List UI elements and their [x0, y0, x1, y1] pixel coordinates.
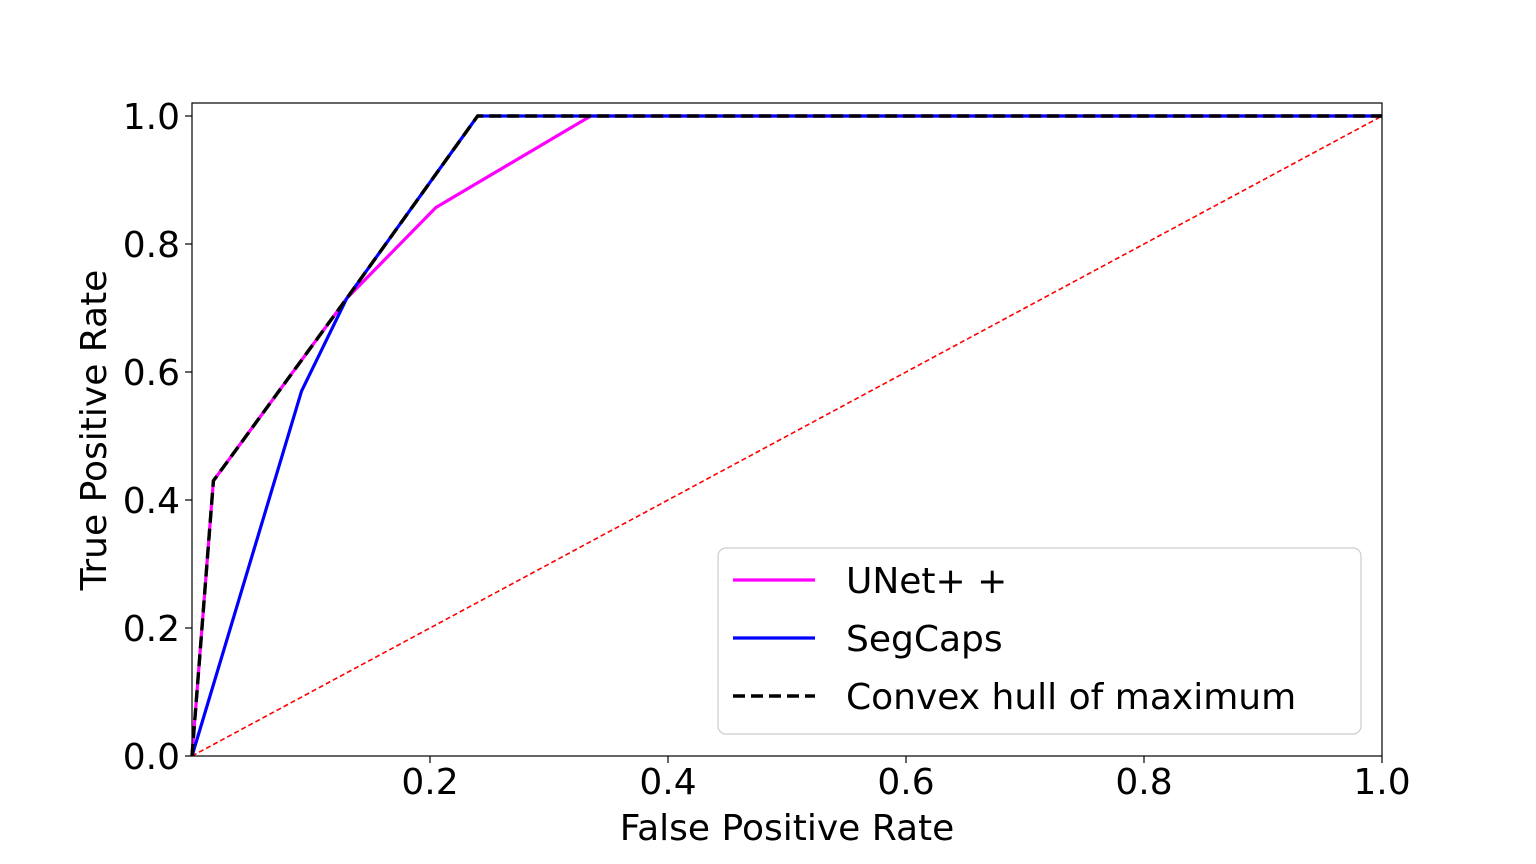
x-tick-label: 0.6 — [877, 762, 934, 803]
reference-diagonal-line — [191, 115, 1383, 757]
x-tick-label: 1.0 — [1353, 762, 1410, 803]
y-tick-label: 0.0 — [123, 737, 180, 778]
x-axis-label: False Positive Rate — [620, 808, 955, 849]
y-tick-label: 0.6 — [123, 353, 180, 394]
y-tick-label: 0.4 — [123, 481, 180, 522]
y-tick-label: 0.8 — [123, 225, 180, 266]
legend-label: Convex hull of maximum — [846, 677, 1296, 718]
legend-items: UNet+ + SegCaps Convex hull of maximum — [733, 561, 1296, 718]
legend: UNet+ + SegCaps Convex hull of maximum — [717, 547, 1362, 735]
x-axis-ticks: 0.2 0.4 0.6 0.8 1.0 — [401, 756, 1411, 803]
y-axis-ticks: 0.0 0.2 0.4 0.6 0.8 1.0 — [123, 97, 192, 778]
x-tick-label: 0.4 — [639, 762, 696, 803]
plot-lines — [190, 114, 1383, 757]
x-tick-label: 0.8 — [1115, 762, 1172, 803]
x-tick-label: 0.2 — [401, 762, 458, 803]
plot-frame — [191, 102, 1383, 757]
legend-box — [717, 547, 1362, 735]
legend-label: SegCaps — [846, 619, 1003, 660]
series-line-convex-hull-of-maximum — [190, 114, 1382, 757]
y-axis-label: True Positive Rate — [74, 270, 115, 592]
legend-label: UNet+ + — [846, 561, 1007, 602]
y-tick-label: 0.2 — [123, 609, 180, 650]
y-tick-label: 1.0 — [123, 97, 180, 138]
